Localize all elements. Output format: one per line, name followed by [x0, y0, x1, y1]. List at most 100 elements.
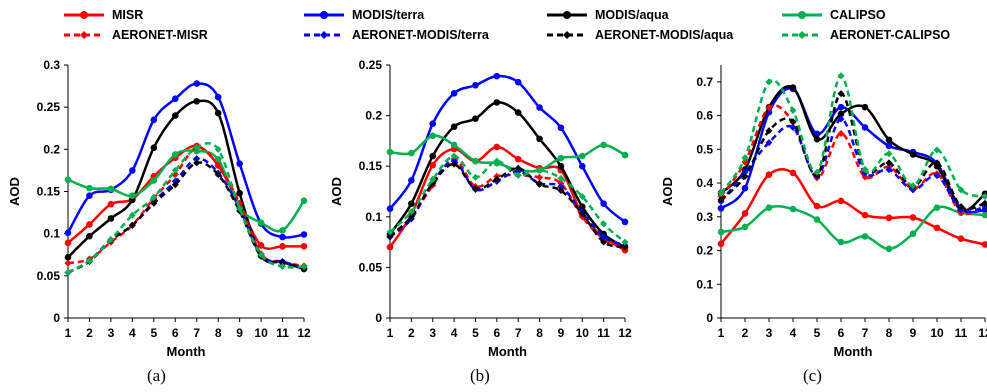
x-tick-label: 10: [576, 326, 590, 340]
data-point: [408, 200, 415, 207]
legend-label: AERONET-CALIPSO: [830, 28, 951, 42]
data-point: [64, 253, 72, 261]
data-point: [789, 205, 797, 213]
data-point: [621, 151, 629, 159]
series-aeronet-misr: [386, 155, 629, 252]
chart-panel-3: 00.10.20.30.40.50.60.7123456789101112Mon…: [660, 65, 987, 359]
data-point: [493, 157, 501, 165]
data-point: [150, 177, 158, 184]
legend-item-misr: MISR: [62, 7, 143, 23]
legend-label: AERONET-MODIS/aqua: [595, 28, 734, 42]
x-tick-label: 12: [618, 326, 632, 340]
data-point: [85, 257, 93, 265]
data-point: [514, 78, 522, 86]
panel-label-b: (b): [470, 366, 490, 385]
data-point: [741, 184, 749, 192]
data-point: [536, 166, 544, 174]
chart-panel-1: 00.050.10.150.20.250.31 2 3 4 5 6 7 8 9 10 11 12Mon…: [7, 58, 311, 359]
data-point: [214, 156, 222, 163]
data-point: [837, 115, 845, 123]
data-point: [300, 197, 308, 205]
data-point: [150, 144, 158, 151]
data-point: [472, 81, 479, 89]
data-point: [386, 232, 394, 240]
series-aeronet-modis-terra: [386, 157, 629, 249]
data-point: [450, 152, 458, 160]
data-point: [472, 157, 479, 165]
data-point: [557, 154, 565, 162]
data-point: [536, 180, 544, 188]
data-point: [64, 176, 72, 183]
series-line-aeronet-calipso: [719, 74, 986, 198]
x-tick-label: 9: [236, 326, 243, 340]
x-tick-label: 8: [536, 326, 543, 340]
data-point: [813, 216, 821, 223]
series-aeronet-calipso: [717, 72, 987, 201]
y-tick-label: 0: [53, 311, 60, 325]
data-point: [408, 177, 415, 184]
data-point: [861, 173, 869, 181]
data-point: [450, 90, 458, 97]
data-point: [429, 132, 437, 140]
data-point: [193, 80, 201, 87]
data-point: [861, 233, 869, 240]
data-point: [837, 90, 845, 98]
data-point: [600, 220, 608, 228]
data-point: [429, 120, 437, 127]
data-point: [957, 235, 965, 243]
y-tick-label: 0.05: [359, 260, 383, 274]
legend-swatch: [547, 11, 587, 19]
y-tick-label: 0.25: [37, 100, 61, 114]
data-point: [557, 182, 565, 190]
data-point: [171, 166, 179, 174]
data-point: [741, 158, 749, 166]
data-point: [861, 103, 869, 111]
data-point: [861, 166, 869, 174]
data-point: [386, 228, 394, 236]
x-tick-label: 6: [838, 326, 845, 340]
legend-item-modis-aqua: MODIS/aqua: [545, 7, 669, 23]
x-tick-label: 1: [718, 326, 725, 340]
data-point: [129, 167, 136, 174]
data-point: [86, 232, 93, 240]
data-point: [957, 203, 965, 211]
data-point: [300, 243, 308, 250]
data-point: [450, 160, 458, 168]
y-tick-label: 0.3: [43, 58, 60, 72]
x-tick-label: 10: [254, 326, 268, 340]
data-point: [717, 189, 725, 197]
data-point: [257, 251, 265, 259]
data-point: [279, 243, 286, 250]
data-point: [193, 159, 201, 167]
data-point: [536, 104, 543, 111]
data-point: [933, 146, 941, 154]
y-axis-title: AOD: [660, 177, 675, 206]
data-point: [107, 236, 115, 244]
x-tick-label: 4: [451, 326, 458, 340]
legend-swatch: [64, 31, 104, 39]
y-tick-label: 0.25: [359, 58, 383, 72]
y-tick-label: 0.4: [696, 176, 713, 190]
x-tick-label: 2: [408, 326, 415, 340]
data-point: [450, 123, 458, 131]
y-tick-label: 0: [375, 311, 382, 325]
data-point: [493, 72, 501, 80]
x-tick-label: 12: [978, 326, 987, 340]
x-tick-label: 9: [558, 326, 565, 340]
series-calipso: [64, 147, 308, 234]
data-point: [981, 211, 987, 219]
data-point: [128, 221, 136, 229]
data-point: [741, 210, 749, 217]
y-tick-label: 0: [706, 311, 713, 325]
data-point: [279, 226, 286, 234]
data-point: [86, 184, 93, 192]
x-tick-label: 11: [276, 326, 289, 340]
series-line-modis-aqua: [67, 99, 305, 271]
y-tick-label: 0.2: [365, 109, 382, 123]
data-point: [193, 155, 201, 163]
data-point: [407, 208, 415, 216]
data-point: [578, 210, 586, 218]
x-tick-label: 1: [387, 326, 394, 340]
data-point: [214, 93, 222, 101]
data-point: [741, 154, 749, 162]
